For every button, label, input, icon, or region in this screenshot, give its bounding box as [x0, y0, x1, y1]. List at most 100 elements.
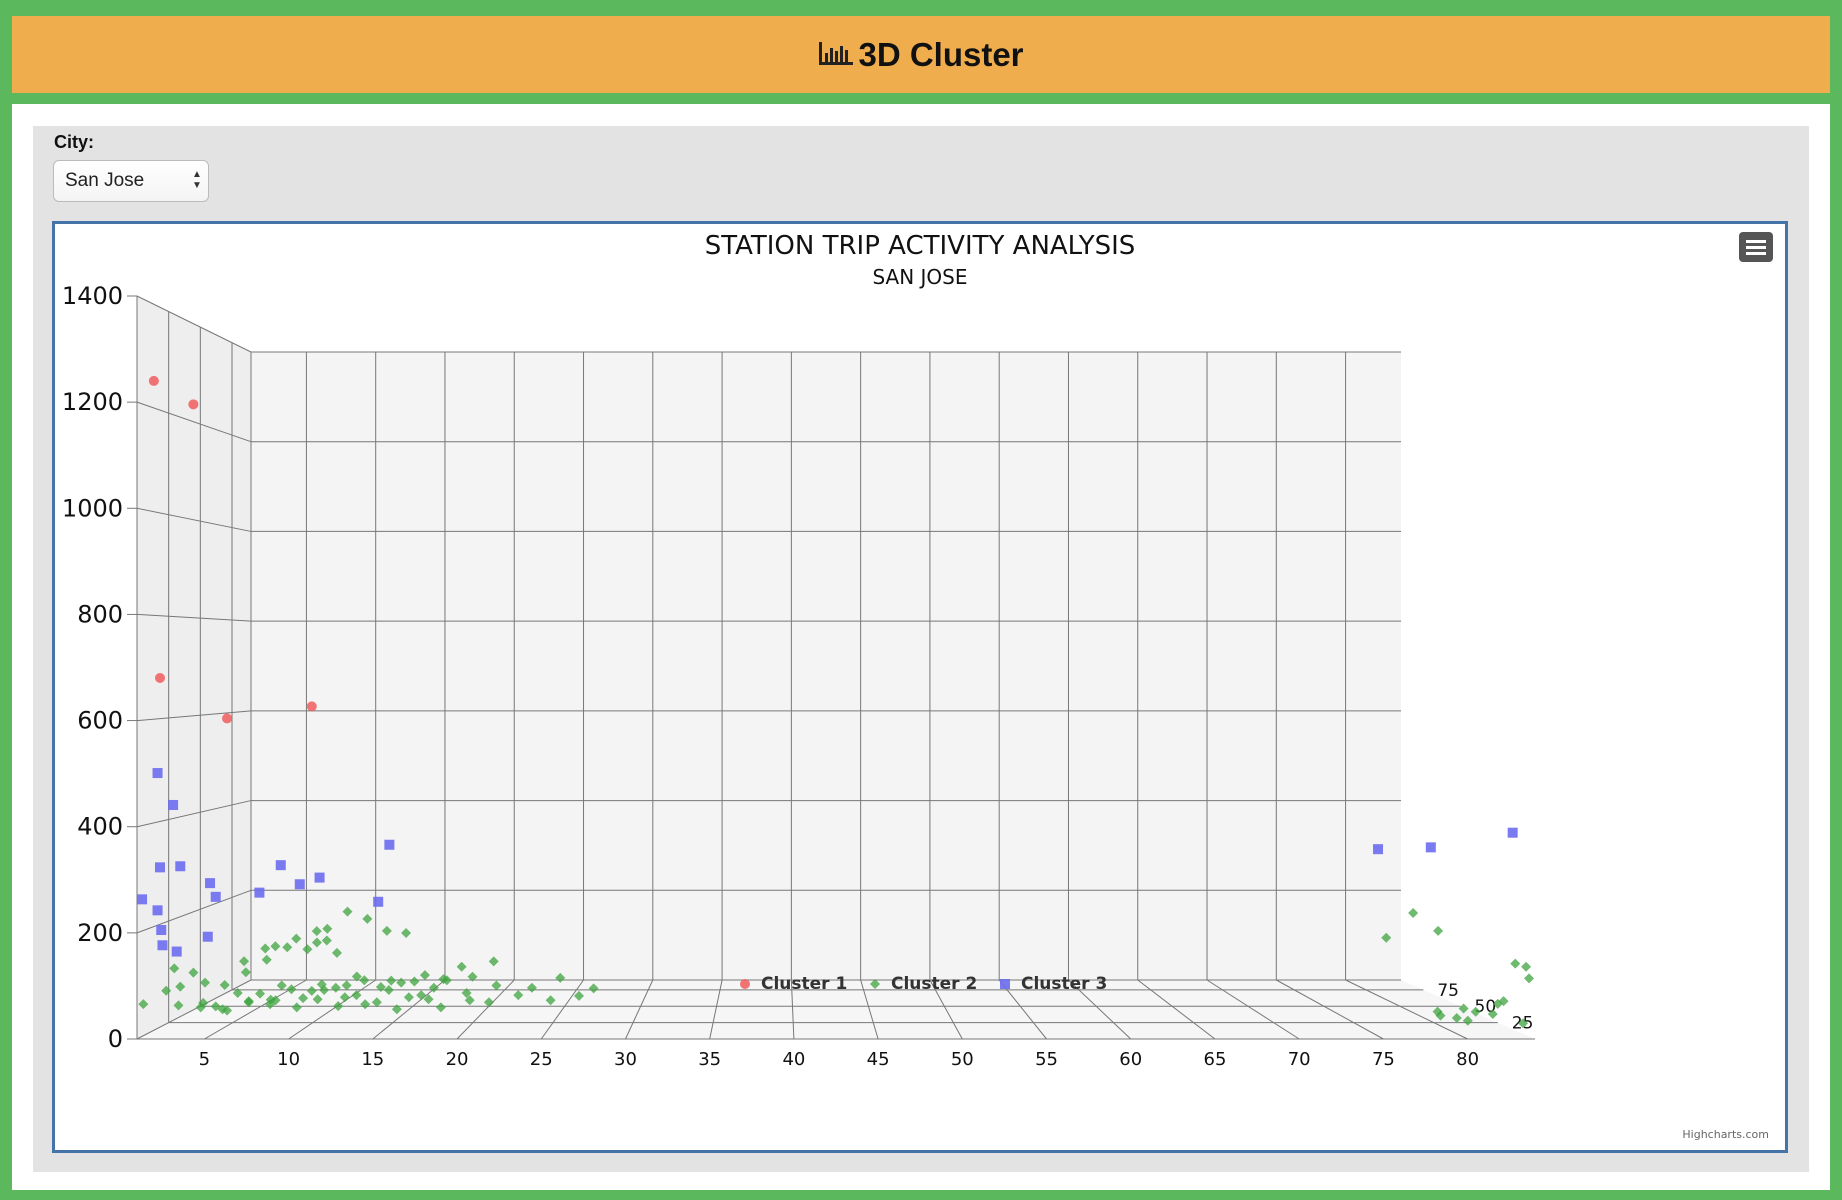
data-point [306, 701, 317, 712]
chart-credits[interactable]: Highcharts.com [1682, 1128, 1769, 1141]
data-point [351, 971, 362, 982]
chart-subtitle: SAN JOSE [872, 265, 967, 289]
data-point [312, 994, 323, 1005]
legend-item[interactable]: Cluster 1 [740, 974, 847, 994]
x-tick-label: 50 [951, 1049, 974, 1070]
data-point [526, 982, 537, 993]
data-point [341, 980, 352, 991]
data-point [1458, 1003, 1469, 1014]
data-point [1521, 961, 1532, 972]
data-point [375, 981, 386, 992]
bar-chart-icon [818, 40, 854, 70]
content-area: City: San Jose ▲ ▼ 0 200 400 600 800 1000 1200 1… [12, 104, 1830, 1190]
data-point [210, 1001, 221, 1012]
data-point [1425, 842, 1436, 853]
data-point [239, 956, 250, 967]
y-tick-label: 1400 [62, 282, 123, 310]
data-point [322, 923, 333, 934]
data-point [333, 1001, 344, 1012]
x-tick-label: 30 [614, 1049, 637, 1070]
data-point [342, 906, 353, 917]
data-point [339, 992, 350, 1003]
data-point [205, 878, 216, 889]
data-point [173, 1000, 184, 1011]
x-tick-label: 60 [1119, 1049, 1142, 1070]
legend-item[interactable]: Cluster 2 [870, 974, 977, 994]
page-header: 3D Cluster [12, 16, 1830, 93]
y-tick-label: 0 [108, 1025, 123, 1053]
y-tick-label: 1000 [62, 494, 123, 522]
export-menu-button[interactable] [1739, 232, 1773, 262]
data-point [232, 987, 243, 998]
data-point [1470, 1006, 1481, 1017]
city-select[interactable]: San Jose ▲ ▼ [53, 160, 209, 202]
data-point [428, 982, 439, 993]
data-point [419, 970, 430, 981]
data-point [260, 943, 271, 954]
legend-item[interactable]: Cluster 3 [1000, 974, 1107, 994]
data-point [384, 839, 395, 850]
legend-marker [1000, 979, 1010, 989]
data-point [198, 997, 209, 1008]
x-tick-label: 45 [867, 1049, 890, 1070]
y-tick-label: 800 [77, 600, 123, 628]
data-point [138, 999, 149, 1010]
data-point [513, 990, 524, 1001]
data-point [254, 887, 265, 898]
legend-label: Cluster 3 [1021, 974, 1107, 994]
data-point [1408, 908, 1419, 919]
data-point [188, 967, 199, 978]
data-point [1518, 1018, 1529, 1029]
series-3 [137, 768, 1518, 957]
data-point [155, 862, 166, 873]
data-point [314, 872, 325, 883]
data-point [423, 994, 434, 1005]
data-point [155, 672, 166, 683]
data-point [396, 977, 407, 988]
data-point [464, 995, 475, 1006]
x-tick-label: 15 [361, 1049, 384, 1070]
chart-container: 0 200 400 600 800 1000 1200 1400 5 10 15 20 25 30 35 40… [52, 221, 1788, 1153]
page-title: 3D Cluster [858, 35, 1024, 73]
legend-label: Cluster 2 [891, 974, 977, 994]
data-point [1524, 973, 1535, 984]
y-tick-label: 200 [77, 919, 123, 947]
x-tick-label: 10 [277, 1049, 300, 1070]
data-point [545, 995, 556, 1006]
scatter-3d-chart: 0 200 400 600 800 1000 1200 1400 5 10 15 20 25 30 35 40… [62, 231, 1773, 1141]
z-tick-label: 75 [1437, 981, 1459, 1001]
city-label: City: [54, 132, 94, 152]
data-point [435, 1002, 446, 1013]
legend-marker [870, 979, 880, 989]
data-point [210, 891, 221, 902]
data-point [321, 935, 332, 946]
data-point [240, 967, 251, 978]
data-point [1507, 827, 1518, 838]
x-tick-label: 20 [446, 1049, 469, 1070]
data-point [152, 905, 163, 916]
data-point [555, 972, 566, 983]
data-point [298, 993, 309, 1004]
data-point [386, 975, 397, 986]
data-point [311, 937, 322, 948]
chart-legend: Cluster 1 Cluster 2 Cluster 3 [740, 974, 1107, 994]
data-point [362, 913, 373, 924]
data-point [1492, 998, 1503, 1009]
data-point [381, 925, 392, 936]
data-point [148, 375, 159, 386]
chart-panel: City: San Jose ▲ ▼ 0 200 400 600 800 1000 1200 1… [33, 126, 1809, 1172]
x-tick-label: 70 [1288, 1049, 1311, 1070]
data-point [1381, 932, 1392, 943]
data-point [588, 983, 599, 994]
y-tick-label: 1200 [62, 388, 123, 416]
data-point [311, 926, 322, 937]
data-point [294, 879, 305, 890]
data-point [573, 990, 584, 1001]
data-point [488, 956, 499, 967]
data-point [137, 894, 148, 905]
data-point [373, 896, 384, 907]
x-tick-label: 55 [1035, 1049, 1058, 1070]
data-point [175, 861, 186, 872]
data-point [483, 997, 494, 1008]
data-point [171, 946, 182, 957]
